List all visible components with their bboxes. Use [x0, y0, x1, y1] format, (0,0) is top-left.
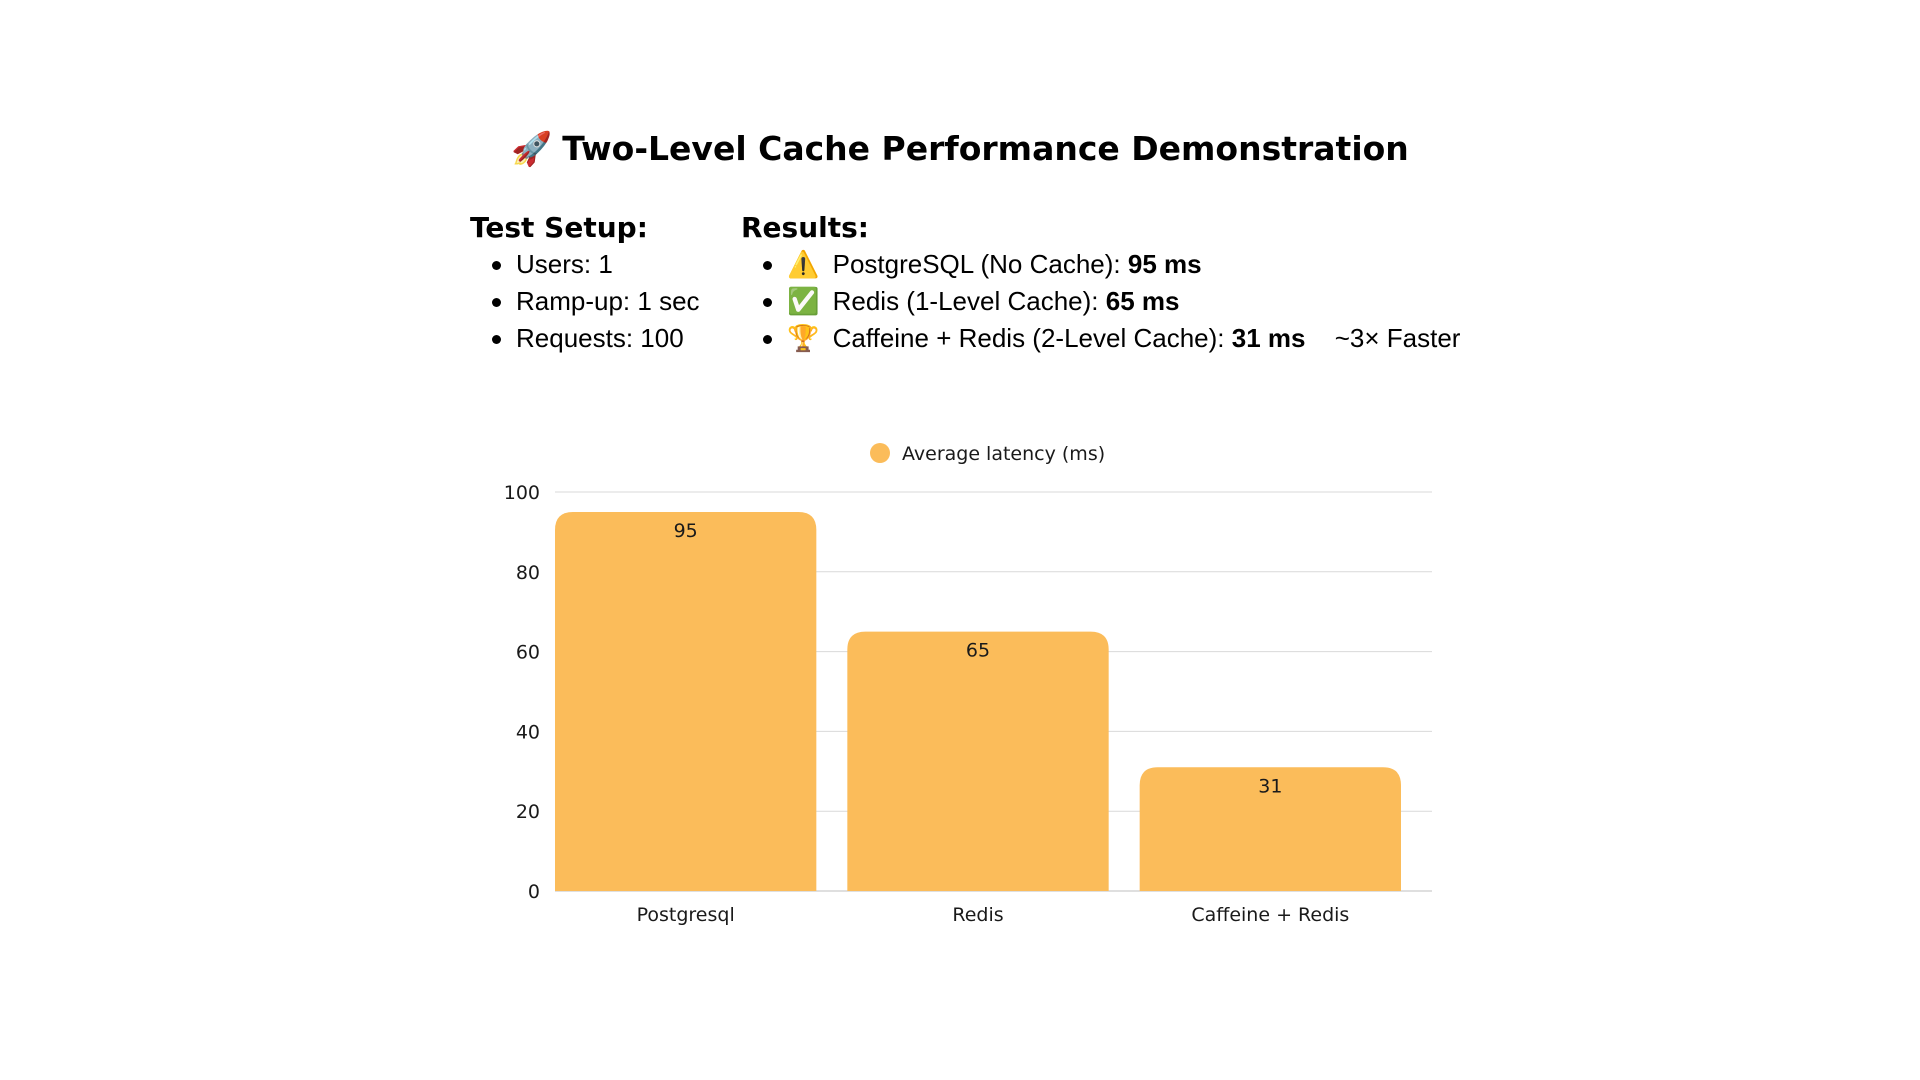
test-setup-list: Users: 1 Ramp-up: 1 sec Requests: 100: [470, 246, 700, 357]
results-section: Results: ⚠️ PostgreSQL (No Cache): 95 ms…: [741, 210, 1460, 357]
data-label: 31: [1258, 775, 1282, 797]
rocket-icon: 🚀: [511, 129, 553, 168]
results-heading: Results:: [741, 211, 869, 244]
y-tick-label: 20: [516, 801, 540, 823]
y-tick-label: 0: [528, 881, 540, 903]
result-item-redis: ✅ Redis (1-Level Cache): 65 ms: [741, 283, 1460, 320]
bar: [555, 511, 817, 891]
bar: [1139, 767, 1401, 891]
check-mark-icon: ✅: [787, 286, 820, 316]
chart-bars: [555, 511, 1401, 891]
legend-label: Average latency (ms): [902, 443, 1105, 465]
data-label: 65: [966, 640, 990, 662]
setup-item-ramp-up: Ramp-up: 1 sec: [470, 283, 700, 320]
x-tick-label: Redis: [952, 904, 1003, 926]
result-label: Redis (1-Level Cache):: [832, 286, 1099, 316]
warning-icon: ⚠️: [787, 249, 820, 279]
result-label: PostgreSQL (No Cache):: [832, 249, 1121, 279]
setup-item-users: Users: 1: [470, 246, 700, 283]
result-value: 31 ms: [1231, 323, 1306, 353]
chart-legend: Average latency (ms): [870, 443, 1105, 465]
test-setup-section: Test Setup: Users: 1 Ramp-up: 1 sec Requ…: [470, 210, 700, 357]
result-label: Caffeine + Redis (2-Level Cache):: [832, 323, 1225, 353]
x-tick-label: Caffeine + Redis: [1191, 904, 1349, 926]
data-label: 95: [674, 520, 698, 542]
results-list: ⚠️ PostgreSQL (No Cache): 95 ms ✅ Redis …: [741, 246, 1460, 357]
chart-gridlines: [555, 491, 1432, 892]
x-tick-label: Postgresql: [637, 904, 735, 926]
y-tick-label: 40: [516, 721, 540, 743]
page-title: 🚀 Two-Level Cache Performance Demonstrati…: [0, 126, 1920, 172]
page-title-text: Two-Level Cache Performance Demonstratio…: [562, 129, 1409, 168]
legend-swatch: [870, 443, 890, 463]
speedup-note: ~3× Faster: [1334, 323, 1461, 353]
trophy-icon: 🏆: [787, 323, 820, 353]
y-tick-label: 80: [516, 562, 540, 584]
result-item-postgresql: ⚠️ PostgreSQL (No Cache): 95 ms: [741, 246, 1460, 283]
bar: [847, 631, 1109, 891]
chart-labels: 0 20 40 60 80 100 95 Postgresql 65 Redis 31 Caffein…: [504, 482, 1350, 926]
result-item-caffeine-redis: 🏆 Caffeine + Redis (2-Level Cache): 31 m…: [741, 320, 1460, 357]
result-value: 65 ms: [1105, 286, 1180, 316]
test-setup-heading: Test Setup:: [470, 211, 648, 244]
setup-item-requests: Requests: 100: [470, 320, 700, 357]
y-tick-label: 100: [504, 482, 540, 504]
y-tick-label: 60: [516, 642, 540, 664]
result-value: 95 ms: [1127, 249, 1202, 279]
